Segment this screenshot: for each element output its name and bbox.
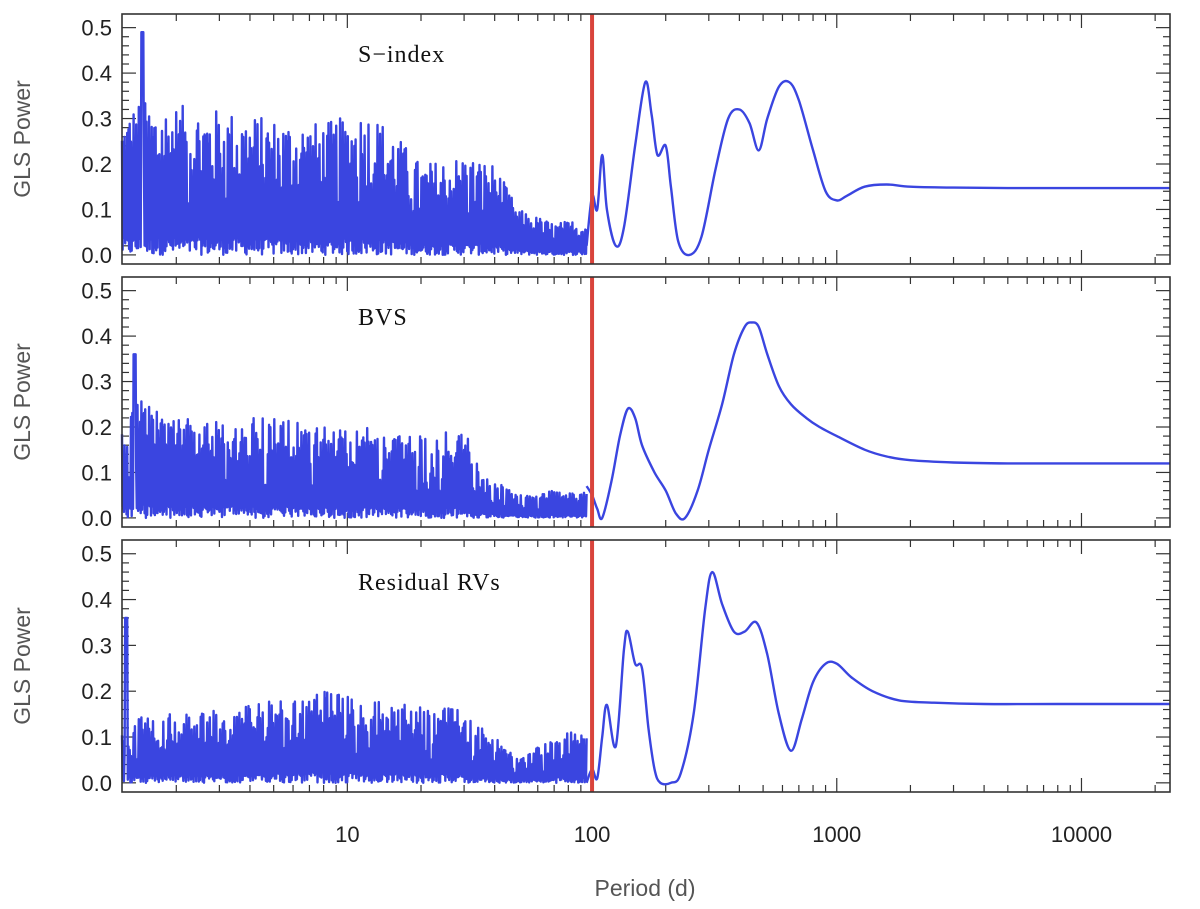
panel-label: BVS [358, 305, 408, 331]
periodogram-series-line [585, 79, 1170, 257]
panel-1: 0.0 0.1 0.2 0.3 0.4 0.5 S−index GLS Power [9, 13, 1171, 268]
y-tick-label: 0.4 [81, 588, 112, 613]
y-axis-label: GLS Power [9, 343, 35, 461]
y-tick-label: 0.1 [81, 197, 112, 222]
y-tick-label: 0.1 [81, 460, 112, 485]
panels-group: 0.0 0.1 0.2 0.3 0.4 0.5 S−index GLS Power 0.0 0.1… [9, 13, 1171, 796]
panel-frame [121, 13, 1171, 265]
y-axis-label: GLS Power [9, 607, 35, 725]
noise-series-line [120, 353, 588, 520]
y-tick-label: 0.2 [81, 679, 112, 704]
y-tick-label: 0.0 [81, 243, 112, 268]
x-axis: 10 100 1000 10000 [335, 822, 1112, 847]
noise-series-line [120, 31, 588, 257]
y-tick-label: 0.4 [81, 324, 112, 349]
x-tick-label: 10000 [1051, 822, 1112, 847]
panel-frame [121, 276, 1171, 528]
x-tick-label: 1000 [812, 822, 861, 847]
y-tick-label: 0.5 [81, 16, 112, 41]
y-tick-label: 0.3 [81, 107, 112, 132]
panel-2: 0.0 0.1 0.2 0.3 0.4 0.5 BVS GLS Power [9, 276, 1171, 531]
y-axis-label: GLS Power [9, 80, 35, 198]
x-tick-label: 100 [574, 822, 611, 847]
y-tick-label: 0.0 [81, 506, 112, 531]
periodogram-series-line [585, 570, 1170, 786]
x-axis-label: Period (d) [595, 875, 696, 901]
y-tick-label: 0.5 [81, 542, 112, 567]
y-tick-label: 0.1 [81, 725, 112, 750]
y-tick-label: 0.2 [81, 152, 112, 177]
y-tick-label: 0.5 [81, 279, 112, 304]
noise-series-line [120, 616, 588, 784]
x-tick-label: 10 [335, 822, 359, 847]
y-tick-label: 0.3 [81, 370, 112, 395]
y-tick-label: 0.0 [81, 771, 112, 796]
panel-label: S−index [358, 42, 445, 68]
y-tick-label: 0.4 [81, 61, 112, 86]
y-tick-label: 0.2 [81, 415, 112, 440]
y-tick-label: 0.3 [81, 633, 112, 658]
panel-3: 0.0 0.1 0.2 0.3 0.4 0.5 Residual RVs GLS Power [9, 539, 1171, 796]
panel-label: Residual RVs [358, 570, 501, 596]
periodogram-series-line [585, 321, 1170, 521]
panel-frame [121, 539, 1171, 793]
